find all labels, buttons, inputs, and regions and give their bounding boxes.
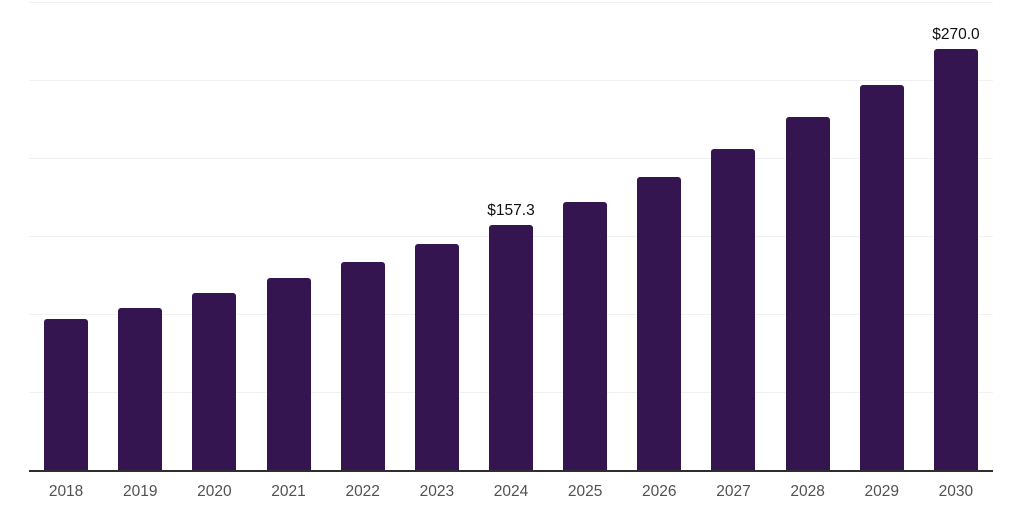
x-tick-label-2028: 2028 xyxy=(790,483,825,500)
bar-2021 xyxy=(266,277,311,470)
bar-2030 xyxy=(933,48,978,470)
bar-2027 xyxy=(711,148,756,470)
plot-area xyxy=(29,2,993,472)
gridline-200 xyxy=(29,158,993,159)
gridline-250 xyxy=(29,80,993,81)
bar-2020 xyxy=(192,292,237,470)
x-tick-label-2025: 2025 xyxy=(567,483,603,500)
x-tick-label-2026: 2026 xyxy=(642,483,677,500)
bar-2022 xyxy=(340,262,385,470)
bar-2024 xyxy=(489,224,533,470)
x-tick-label-2027: 2027 xyxy=(716,483,751,500)
bar-2025 xyxy=(563,201,608,470)
x-tick-label-2022: 2022 xyxy=(345,483,380,500)
bar-2026 xyxy=(637,177,682,470)
x-tick-label-2021: 2021 xyxy=(271,483,306,500)
x-tick-label-2029: 2029 xyxy=(864,483,900,500)
x-tick-label-2030: 2030 xyxy=(938,483,974,500)
x-tick-label-2023: 2023 xyxy=(419,483,455,500)
bar-2019 xyxy=(118,308,163,470)
bar-2023 xyxy=(414,243,459,470)
gridline-300 xyxy=(29,2,993,3)
x-tick-label-2020: 2020 xyxy=(197,483,232,500)
x-tick-label-2018: 2018 xyxy=(48,483,84,500)
x-tick-label-2019: 2019 xyxy=(122,483,158,500)
bar-2029 xyxy=(859,84,904,470)
data-label-2030: $270.0 xyxy=(932,25,980,43)
x-tick-label-2024: 2024 xyxy=(493,483,529,500)
bar-2018 xyxy=(44,318,89,470)
data-label-2024: $157.3 xyxy=(487,201,535,219)
bar-2028 xyxy=(785,116,830,470)
